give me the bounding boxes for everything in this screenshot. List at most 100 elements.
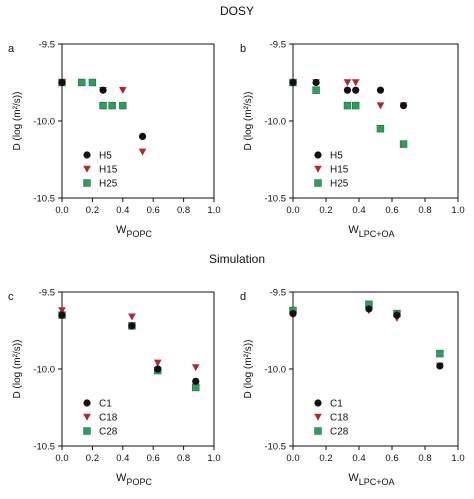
data-point-h5-2	[138, 132, 147, 140]
plot-frame	[292, 43, 459, 199]
data-point-h25-4	[108, 101, 116, 110]
data-point-c1-2	[393, 311, 401, 319]
x-axis-label-main: W	[348, 472, 359, 484]
data-point-c1-1	[128, 322, 136, 330]
panel-label: c	[8, 291, 14, 303]
data-point-h15-4	[376, 102, 385, 110]
data-point-h25-1	[78, 78, 86, 87]
y-tick-label: -10.5	[264, 442, 286, 453]
data-point-h5-5	[399, 102, 408, 110]
data-point-h25-2	[343, 101, 352, 110]
x-tick-label: 1.0	[451, 205, 464, 216]
x-axis-label-main: W	[116, 472, 127, 484]
legend-marker-h25	[314, 179, 322, 187]
data-point-h25-5	[399, 140, 408, 148]
x-tick-label: 0.6	[147, 205, 160, 216]
panel-label: b	[240, 43, 246, 55]
legend-marker-c18	[314, 413, 322, 421]
x-tick-label: 0.6	[147, 453, 160, 464]
dosy-section-title: DOSY	[219, 4, 254, 18]
legend-label-h15: H15	[99, 165, 118, 176]
y-axis-label: D (log (m²/s))	[12, 340, 23, 399]
x-tick-label: 0.0	[55, 453, 68, 464]
data-point-h5-0	[289, 78, 297, 87]
x-tick-label: 0.0	[55, 205, 68, 216]
x-tick-label: 0.2	[319, 205, 332, 216]
y-axis-label: D (log (m²/s))	[12, 92, 23, 151]
legend-label-c1: C1	[330, 399, 343, 410]
y-tick-label: -10.5	[33, 442, 55, 453]
data-point-c1-3	[192, 377, 200, 385]
y-tick-label: -10.5	[264, 194, 286, 205]
data-point-h25-5	[119, 101, 127, 110]
legend-marker-c1	[83, 399, 91, 407]
legend-marker-c18	[83, 413, 91, 421]
legend-label-h5: H5	[99, 151, 112, 162]
y-tick-label: -10.0	[33, 365, 55, 376]
data-point-h5-1	[99, 86, 107, 94]
x-tick-label: 1.0	[207, 205, 220, 216]
data-point-h5-1	[312, 78, 320, 87]
simulation-section-title: Simulation	[208, 252, 266, 266]
x-tick-label: 0.2	[86, 205, 99, 216]
x-axis-label-sub: POPC	[126, 229, 152, 239]
legend-label-h25: H25	[330, 179, 349, 190]
data-point-h25-3	[351, 101, 360, 110]
x-tick-label: 0.6	[385, 205, 398, 216]
panel-d: d 0.0 0.2 0.4 0.6 0.8 1.0 -9.5 -10.0 -10.5 WLPC+OA…	[240, 288, 465, 488]
x-axis-label: WLPC+OA	[348, 224, 394, 239]
y-axis-label: D (log (m²/s))	[243, 92, 254, 151]
y-axis-label: D (log (m²/s))	[243, 340, 254, 399]
legend-label-h15: H15	[330, 165, 349, 176]
legend-marker-c28	[314, 427, 322, 435]
data-point-h15-3	[138, 148, 147, 156]
x-axis-label-main: W	[348, 224, 359, 236]
data-point-c1-0	[58, 311, 66, 319]
x-tick-label: 0.4	[352, 453, 365, 464]
legend-marker-h15	[314, 165, 322, 173]
x-axis-label-sub: LPC+OA	[359, 229, 395, 239]
x-tick-label: 0.8	[418, 453, 431, 464]
y-tick-label: -9.5	[270, 288, 286, 299]
data-point-h25-2	[88, 78, 97, 87]
data-point-c1-2	[154, 365, 162, 373]
x-tick-label: 0.0	[286, 453, 299, 464]
legend-label-c1: C1	[99, 399, 112, 410]
legend-marker-h5	[83, 151, 91, 159]
legend-label-c18: C18	[330, 413, 349, 424]
x-axis-label-sub: LPC+OA	[359, 477, 395, 487]
panel-label: a	[8, 43, 15, 55]
x-tick-label: 1.0	[207, 453, 220, 464]
plot-frame	[61, 43, 215, 199]
plot-frame	[292, 291, 459, 447]
data-point-c18-0	[58, 307, 66, 315]
x-tick-label: 0.8	[177, 453, 190, 464]
x-tick-label: 0.8	[418, 205, 431, 216]
y-tick-label: -10.0	[264, 117, 286, 128]
y-tick-label: -10.0	[264, 365, 286, 376]
plot-frame	[61, 291, 215, 447]
data-point-h5-4	[376, 86, 385, 94]
legend-marker-h15	[83, 165, 91, 173]
data-point-h25-4	[376, 125, 385, 133]
data-point-c18-2	[153, 359, 162, 367]
panel-label: d	[240, 291, 246, 303]
panel-c: c 0.0 0.2 0.4 0.6 0.8 1.0 -9.5 -10.0 -10.5 WPOPC D …	[8, 288, 221, 488]
x-tick-label: 0.4	[116, 453, 129, 464]
y-tick-label: -10.5	[33, 194, 55, 205]
data-point-h25-1	[312, 86, 320, 94]
x-tick-label: 0.2	[86, 453, 99, 464]
panel-a: a 0.0 0.2 0.4 0.6 0.8 1.0 -9.5 -10.0 -10.5 WPOPC D …	[8, 40, 221, 240]
data-point-h5-0	[58, 78, 66, 87]
data-point-c28-3	[436, 349, 444, 358]
data-point-h15-2	[343, 79, 352, 87]
x-tick-label: 0.6	[385, 453, 398, 464]
data-point-c18-3	[191, 364, 200, 372]
data-point-c1-3	[436, 362, 444, 370]
legend-marker-c28	[83, 427, 91, 435]
x-tick-label: 0.4	[116, 205, 129, 216]
y-tick-label: -10.0	[33, 117, 55, 128]
legend-label-c28: C28	[330, 427, 349, 438]
y-tick-label: -9.5	[39, 40, 55, 51]
legend-label-c18: C18	[99, 413, 118, 424]
